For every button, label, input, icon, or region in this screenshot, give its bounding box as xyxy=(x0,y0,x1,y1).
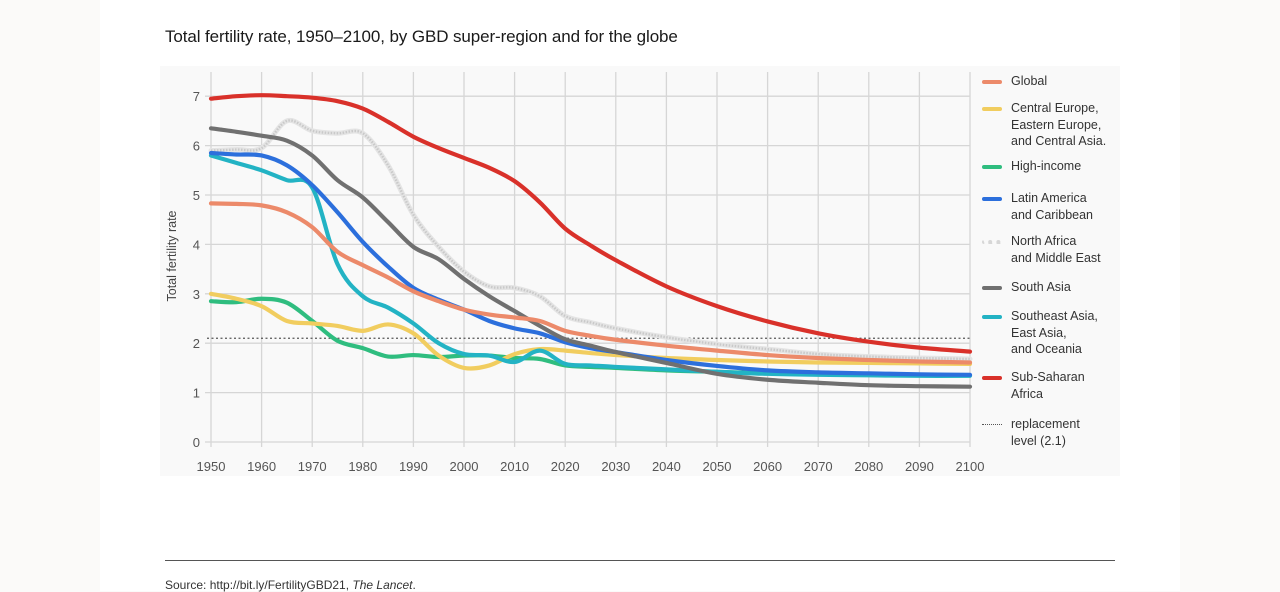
chart-title: Total fertility rate, 1950–2100, by GBD … xyxy=(165,27,678,46)
x-tick-label: 2090 xyxy=(905,459,934,474)
series-line-sub-saharan-africa xyxy=(208,93,973,354)
legend-swatch-icon xyxy=(982,165,1002,169)
y-tick-label: 5 xyxy=(193,188,200,203)
legend-label: Latin America and Caribbean xyxy=(1011,191,1094,222)
legend-label: replacement level (2.1) xyxy=(1011,417,1080,448)
source-publication: The Lancet xyxy=(352,578,413,592)
legend-item: Sub-Saharan Africa xyxy=(982,369,1121,402)
source-suffix: . xyxy=(412,578,416,592)
legend-swatch-icon xyxy=(982,197,1002,201)
y-tick-label: 6 xyxy=(193,139,200,154)
series-line-latin-america-and-caribbean xyxy=(208,150,973,377)
legend-item: Global xyxy=(982,73,1121,90)
series-line-north-africa-and-middle-east xyxy=(210,119,971,361)
x-tick-label: 2040 xyxy=(652,459,681,474)
legend-swatch-icon xyxy=(982,80,1002,84)
x-tick-label: 2070 xyxy=(804,459,833,474)
legend-swatch-icon xyxy=(982,240,1002,244)
x-tick-label: 2050 xyxy=(703,459,732,474)
legend-swatch-dotted-icon xyxy=(982,424,1002,425)
legend-item: South Asia xyxy=(982,279,1121,296)
source-prefix: Source: http://bit.ly/FertilityGBD21, xyxy=(165,578,353,592)
legend-label: Global xyxy=(1011,74,1048,88)
x-tick-label: 1980 xyxy=(348,459,377,474)
y-tick-label: 4 xyxy=(193,237,200,252)
source-note: Source: http://bit.ly/FertilityGBD21, Th… xyxy=(165,578,416,592)
y-tick-label: 2 xyxy=(193,336,200,351)
legend-item: Latin America and Caribbean xyxy=(982,190,1121,223)
y-tick-label: 0 xyxy=(193,435,200,450)
x-tick-label: 2030 xyxy=(601,459,630,474)
x-tick-label: 1990 xyxy=(399,459,428,474)
legend-swatch-icon xyxy=(982,286,1002,290)
legend-swatch-icon xyxy=(982,376,1002,380)
y-axis-label: Total fertility rate xyxy=(165,210,179,301)
legend-label: High-income xyxy=(1011,159,1082,173)
series-line-south-asia xyxy=(208,126,973,389)
x-tick-label: 2010 xyxy=(500,459,529,474)
legend-label: South Asia xyxy=(1011,280,1071,294)
y-tick-label: 7 xyxy=(193,89,200,104)
x-tick-label: 2060 xyxy=(753,459,782,474)
legend-swatch-icon xyxy=(982,315,1002,319)
y-axis-ticks: 0 1 2 3 4 5 6 7 xyxy=(193,89,200,450)
x-tick-label: 1970 xyxy=(298,459,327,474)
x-tick-label: 1960 xyxy=(247,459,276,474)
x-tick-label: 2080 xyxy=(854,459,883,474)
y-tick-label: 1 xyxy=(193,386,200,401)
legend-label: Southeast Asia, East Asia, and Oceania xyxy=(1011,309,1098,356)
x-tick-label: 1950 xyxy=(197,459,226,474)
series-line-global xyxy=(208,201,973,365)
x-tick-label: 2000 xyxy=(450,459,479,474)
x-tick-label: 2100 xyxy=(956,459,985,474)
legend-item: North Africa and Middle East xyxy=(982,233,1121,266)
series-lines xyxy=(208,93,973,389)
legend-item: replacement level (2.1) xyxy=(982,416,1121,449)
grid xyxy=(205,72,971,447)
legend-label: Central Europe, Eastern Europe, and Cent… xyxy=(1011,101,1107,148)
x-axis-ticks: 1950 1960 1970 1980 1990 2000 2010 2020 2030 2040… xyxy=(197,459,985,474)
legend-item: High-income xyxy=(982,158,1121,175)
legend-item: Central Europe, Eastern Europe, and Cent… xyxy=(982,100,1121,150)
x-tick-label: 2020 xyxy=(551,459,580,474)
y-tick-label: 3 xyxy=(193,287,200,302)
legend-item: Southeast Asia, East Asia, and Oceania xyxy=(982,308,1121,358)
legend-swatch-icon xyxy=(982,107,1002,111)
legend-label: North Africa and Middle East xyxy=(1011,234,1101,265)
divider xyxy=(165,560,1115,561)
legend-label: Sub-Saharan Africa xyxy=(1011,370,1085,401)
